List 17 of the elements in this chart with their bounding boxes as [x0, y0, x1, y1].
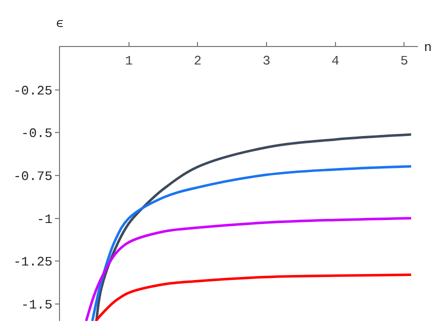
x-tick-label: 4: [331, 54, 340, 68]
line-series: [95, 133, 412, 321]
y-tick-label: -0.75: [13, 168, 52, 184]
line-series: [91, 165, 412, 321]
line-series: [94, 274, 412, 321]
x-axis-title: n: [424, 40, 432, 55]
y-tick-label: -0.25: [13, 83, 52, 98]
y-tick-label: -0.5: [21, 126, 52, 142]
y-axis-title: ϵ: [56, 16, 64, 31]
x-tick-label: 3: [262, 54, 270, 68]
y-tick-label: -1.5: [21, 297, 52, 312]
x-tick-label: 2: [194, 54, 202, 68]
x-tick-label: 5: [400, 54, 408, 68]
y-tick-label: -1.25: [13, 254, 52, 270]
line-series: [84, 217, 412, 321]
x-tick-label: 1: [124, 54, 133, 68]
y-tick-label: -1: [36, 212, 53, 227]
